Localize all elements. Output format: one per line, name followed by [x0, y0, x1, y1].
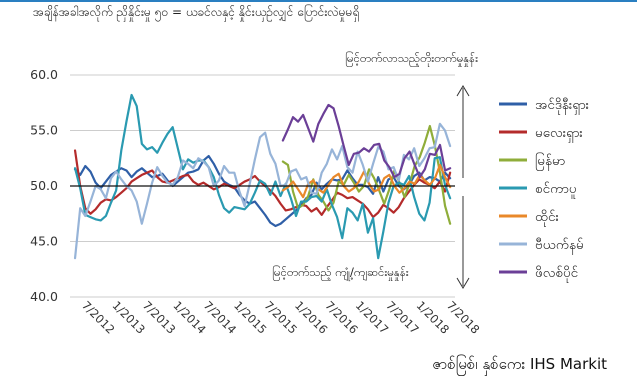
x-tick-label: 7/2018 — [444, 298, 483, 337]
x-tick-label: 1/2014 — [170, 298, 209, 337]
legend-label-indonesia: အင်ဒိုနီးရှား — [535, 97, 590, 115]
y-tick-label: 45.0 — [30, 234, 58, 249]
legend: အင်ဒိုနီးရှားမလေးရှားမြန်မာစင်ကာပူထိုင်း… — [499, 97, 590, 283]
annotation-rising-contraction: မြင့်တက်သည့် ကျုံ့/ကျဆင်းမှုနှုန်း — [272, 265, 409, 281]
arrow-up-head — [456, 85, 470, 97]
x-tick-label: 7/2017 — [383, 298, 422, 337]
x-tick-label: 7/2016 — [322, 298, 361, 337]
x-tick-label: 1/2015 — [231, 298, 270, 337]
x-tick-label: 1/2018 — [414, 298, 453, 337]
x-tick-label: 1/2016 — [292, 298, 331, 337]
y-tick-label: 40.0 — [30, 289, 58, 304]
y-tick-label: 60.0 — [30, 67, 58, 82]
legend-label-philippines: ဖိလစ်ပိုင် — [535, 265, 579, 283]
y-tick-label: 55.0 — [30, 123, 58, 138]
x-tick-label: 7/2013 — [140, 298, 179, 337]
annotation-arrows — [456, 85, 470, 289]
annotation-rising-growth: မြင့်တက်လာသည့်တိုးတက်မှုနှုန်း — [345, 51, 478, 67]
y-tick-label: 50.0 — [30, 178, 58, 193]
source-note: ဇာစ်မြစ်၊ နှစ်ကေး IHS Markit — [432, 355, 607, 373]
x-tick-label: 1/2017 — [353, 298, 392, 337]
legend-label-thailand: ထိုင်း — [535, 209, 560, 227]
legend-label-malaysia: မလေးရှား — [535, 125, 583, 143]
legend-label-singapore: စင်ကာပူ — [535, 181, 577, 199]
legend-label-myanmar: မြန်မာ — [535, 152, 565, 171]
x-tick-label: 7/2014 — [201, 298, 240, 337]
series-lines — [73, 93, 452, 260]
top-accent-strip — [0, 0, 637, 2]
series-line-philippines — [281, 103, 452, 179]
x-axis-tick-labels: 7/20121/20137/20131/20147/20141/20157/20… — [79, 298, 482, 337]
series-line-singapore — [73, 93, 452, 260]
gridlines — [70, 74, 455, 298]
y-axis-tick-labels: 40.0 45.0 50.0 55.0 60.0 — [30, 67, 58, 304]
x-tick-label: 7/2012 — [79, 298, 118, 337]
legend-label-vietnam: ဗီယက်နမ် — [535, 237, 584, 255]
chart-title: အချိန်အခါအလိုက် ညှိနှိုင်းမှု ၅၀ = ယခင်လ… — [33, 5, 360, 19]
x-tick-label: 7/2015 — [262, 298, 301, 337]
series-line-indonesia — [73, 154, 452, 228]
x-tick-label: 1/2013 — [109, 298, 148, 337]
arrow-down-head — [456, 277, 470, 289]
series-line-vietnam — [73, 122, 452, 260]
